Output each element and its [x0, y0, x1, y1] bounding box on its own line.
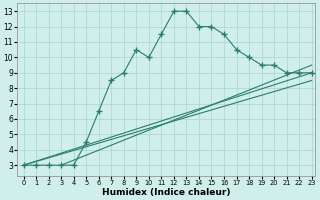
X-axis label: Humidex (Indice chaleur): Humidex (Indice chaleur): [102, 188, 231, 197]
